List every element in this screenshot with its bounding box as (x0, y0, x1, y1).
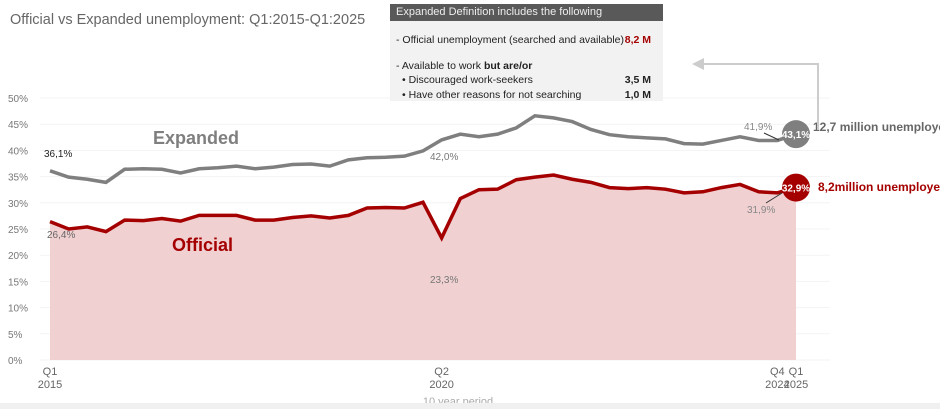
expanded-series-label: Expanded (153, 128, 239, 148)
infobox-row1-value: 8,2 M (624, 34, 651, 46)
x-tick-quarter: Q4 (770, 366, 785, 378)
infobox-row2-bold: but are/or (483, 60, 533, 72)
definition-infobox: Expanded Definition includes the followi… (390, 4, 663, 101)
y-tick-label: 40% (8, 146, 28, 157)
infobox-row4-value: 1,0 M (624, 89, 651, 101)
infobox-row2-text: - Available to work (396, 60, 484, 72)
x-tick-quarter: Q2 (434, 366, 449, 378)
x-tick-quarter: Q1 (789, 366, 804, 378)
callout-arrow (700, 63, 819, 130)
infobox-row3-value: 3,5 M (624, 74, 651, 86)
infobox-row4: • Have other reasons for not searching (402, 89, 582, 101)
y-tick-label: 25% (8, 225, 28, 236)
y-tick-label: 35% (8, 173, 28, 184)
x-tick-year: 2015 (38, 379, 62, 391)
official-last-marker (782, 173, 810, 202)
infobox-header: Expanded Definition includes the followi… (390, 4, 663, 21)
official-q2-label: 23,3% (430, 275, 458, 286)
expanded-last-marker (782, 120, 810, 149)
expanded-q2-label: 42,0% (430, 152, 458, 163)
y-tick-label: 20% (8, 251, 28, 262)
expanded-q4-leader (763, 132, 780, 141)
expanded-note: 12,7 million unemployed (813, 120, 940, 134)
official-q4-label: 31,9% (747, 205, 775, 216)
infobox-row3: • Discouraged work-seekers (402, 74, 533, 86)
y-tick-label: 45% (8, 120, 28, 131)
bottom-bar (0, 403, 940, 409)
expanded-first-label: 36,1% (44, 149, 72, 160)
y-tick-label: 15% (8, 277, 28, 288)
official-note: 8,2million unemployed (818, 180, 940, 194)
y-tick-label: 30% (8, 199, 28, 210)
x-tick-year: 2024 (765, 379, 789, 391)
infobox-row1: - Official unemployment (searched and av… (396, 34, 625, 46)
y-tick-label: 10% (8, 304, 28, 315)
chart-title: Official vs Expanded unemployment: Q1:20… (10, 12, 366, 28)
official-last-label: 32,9% (782, 184, 810, 195)
expanded-q4-label: 41,9% (744, 122, 772, 133)
official-series-label: Official (172, 235, 233, 255)
x-tick-year: 2020 (429, 379, 453, 391)
callout-arrowhead (692, 58, 704, 70)
official-first-label: 26,4% (47, 230, 75, 241)
official-area (50, 175, 796, 360)
official-q4-leader (765, 192, 783, 204)
y-tick-label: 5% (8, 330, 23, 341)
y-tick-label: 0% (8, 356, 23, 367)
x-tick-quarter: Q1 (43, 366, 58, 378)
expanded-line (49, 114, 797, 185)
infobox-row2: - Available to work but are/or (396, 60, 532, 72)
expanded-last-label: 43,1% (782, 130, 810, 141)
official-line (49, 173, 797, 242)
y-tick-label: 50% (8, 94, 28, 105)
x-tick-year: 2025 (784, 379, 808, 391)
